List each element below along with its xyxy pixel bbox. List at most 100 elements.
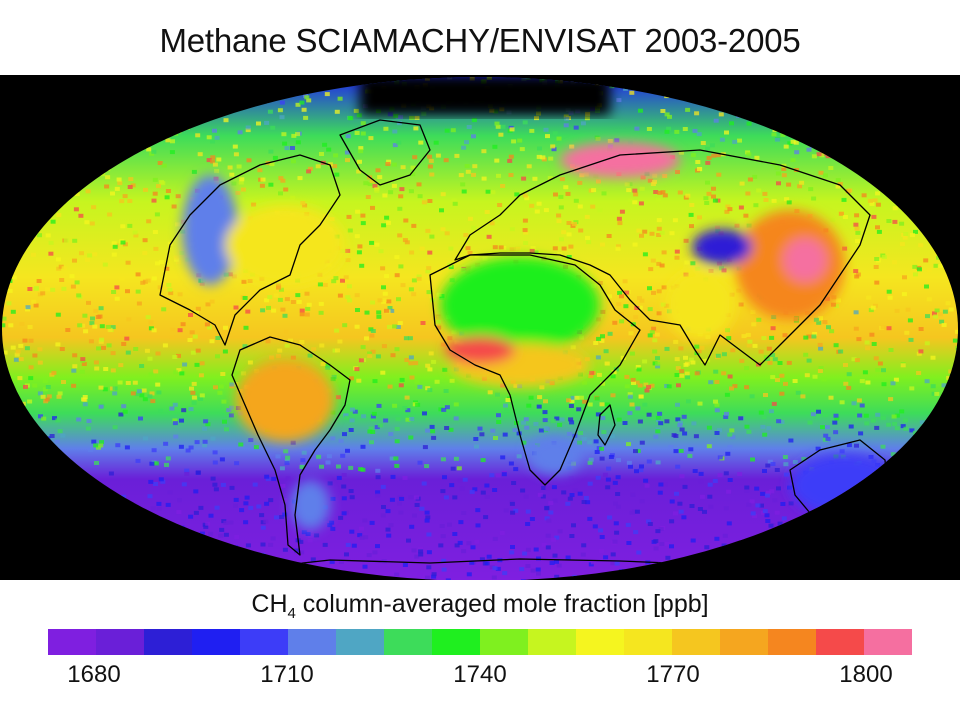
- noise-pixel: [25, 106, 31, 110]
- noise-pixel: [833, 101, 839, 106]
- noise-pixel: [647, 307, 653, 312]
- noise-pixel: [299, 340, 305, 344]
- noise-pixel: [95, 569, 101, 574]
- noise-pixel: [807, 131, 812, 136]
- noise-pixel: [599, 402, 605, 407]
- noise-pixel: [104, 93, 110, 98]
- noise-pixel: [937, 312, 943, 317]
- noise-pixel: [4, 448, 10, 453]
- noise-pixel: [727, 445, 733, 450]
- noise-pixel: [26, 140, 32, 144]
- noise-pixel: [341, 511, 347, 516]
- noise-pixel: [540, 494, 546, 499]
- noise-pixel: [893, 501, 899, 506]
- noise-pixel: [736, 113, 741, 118]
- noise-pixel: [621, 577, 627, 580]
- noise-pixel: [305, 306, 311, 311]
- noise-pixel: [264, 474, 270, 479]
- noise-pixel: [10, 309, 16, 314]
- noise-pixel: [923, 425, 929, 430]
- noise-pixel: [803, 552, 809, 557]
- noise-pixel: [818, 366, 824, 371]
- noise-pixel: [872, 102, 878, 107]
- noise-pixel: [11, 88, 17, 93]
- colorbar-swatch: [816, 629, 864, 655]
- noise-pixel: [188, 313, 193, 317]
- noise-pixel: [122, 194, 128, 199]
- noise-pixel: [542, 418, 548, 423]
- noise-pixel: [112, 425, 118, 430]
- noise-pixel: [612, 539, 618, 544]
- noise-pixel: [37, 391, 43, 396]
- noise-pixel: [891, 96, 897, 101]
- noise-pixel: [876, 142, 881, 147]
- noise-pixel: [453, 402, 459, 407]
- noise-pixel: [841, 510, 846, 515]
- noise-pixel: [185, 79, 191, 83]
- noise-pixel: [892, 206, 898, 211]
- noise-pixel: [704, 201, 710, 205]
- noise-pixel: [694, 111, 700, 116]
- noise-pixel: [770, 326, 776, 331]
- noise-pixel: [525, 522, 531, 526]
- noise-pixel: [474, 254, 480, 259]
- noise-pixel: [231, 567, 236, 572]
- noise-pixel: [669, 231, 675, 236]
- noise-pixel: [438, 543, 444, 548]
- noise-pixel: [21, 510, 27, 515]
- noise-pixel: [599, 535, 605, 539]
- noise-pixel: [114, 296, 120, 301]
- noise-pixel: [810, 412, 816, 417]
- noise-pixel: [942, 309, 948, 314]
- noise-pixel: [705, 146, 711, 151]
- noise-pixel: [756, 188, 762, 193]
- noise-pixel: [138, 80, 144, 84]
- noise-pixel: [400, 283, 406, 288]
- noise-pixel: [299, 308, 305, 313]
- noise-pixel: [174, 545, 180, 549]
- noise-pixel: [103, 96, 109, 101]
- noise-pixel: [84, 220, 90, 225]
- noise-pixel: [739, 181, 745, 186]
- noise-pixel: [683, 238, 689, 243]
- noise-pixel: [245, 309, 251, 314]
- noise-pixel: [245, 125, 251, 130]
- noise-pixel: [27, 571, 33, 576]
- noise-pixel: [711, 153, 717, 158]
- noise-pixel: [37, 578, 43, 580]
- noise-pixel: [913, 150, 919, 155]
- noise-pixel: [612, 480, 618, 485]
- noise-pixel: [528, 395, 534, 400]
- noise-pixel: [199, 361, 205, 366]
- noise-pixel: [268, 182, 274, 187]
- noise-pixel: [905, 203, 910, 208]
- noise-pixel: [831, 147, 837, 152]
- noise-pixel: [296, 300, 302, 304]
- noise-pixel: [202, 439, 208, 444]
- noise-pixel: [714, 431, 720, 435]
- noise-pixel: [119, 277, 125, 282]
- noise-pixel: [172, 421, 178, 426]
- noise-pixel: [942, 469, 948, 474]
- noise-pixel: [830, 558, 836, 563]
- noise-pixel: [427, 199, 433, 203]
- noise-pixel: [770, 462, 776, 466]
- noise-pixel: [449, 378, 455, 383]
- noise-pixel: [454, 153, 460, 158]
- noise-pixel: [861, 162, 867, 167]
- noise-pixel: [715, 225, 720, 230]
- noise-pixel: [911, 477, 917, 481]
- noise-pixel: [355, 209, 361, 214]
- noise-pixel: [878, 518, 884, 523]
- noise-pixel: [694, 344, 700, 349]
- noise-pixel: [102, 84, 108, 89]
- noise-pixel: [738, 416, 744, 421]
- noise-pixel: [143, 543, 149, 548]
- noise-pixel: [76, 510, 81, 515]
- noise-pixel: [16, 505, 22, 510]
- noise-pixel: [431, 574, 437, 579]
- noise-pixel: [381, 344, 387, 349]
- noise-pixel: [684, 260, 690, 265]
- noise-pixel: [679, 427, 685, 432]
- noise-pixel: [290, 440, 296, 445]
